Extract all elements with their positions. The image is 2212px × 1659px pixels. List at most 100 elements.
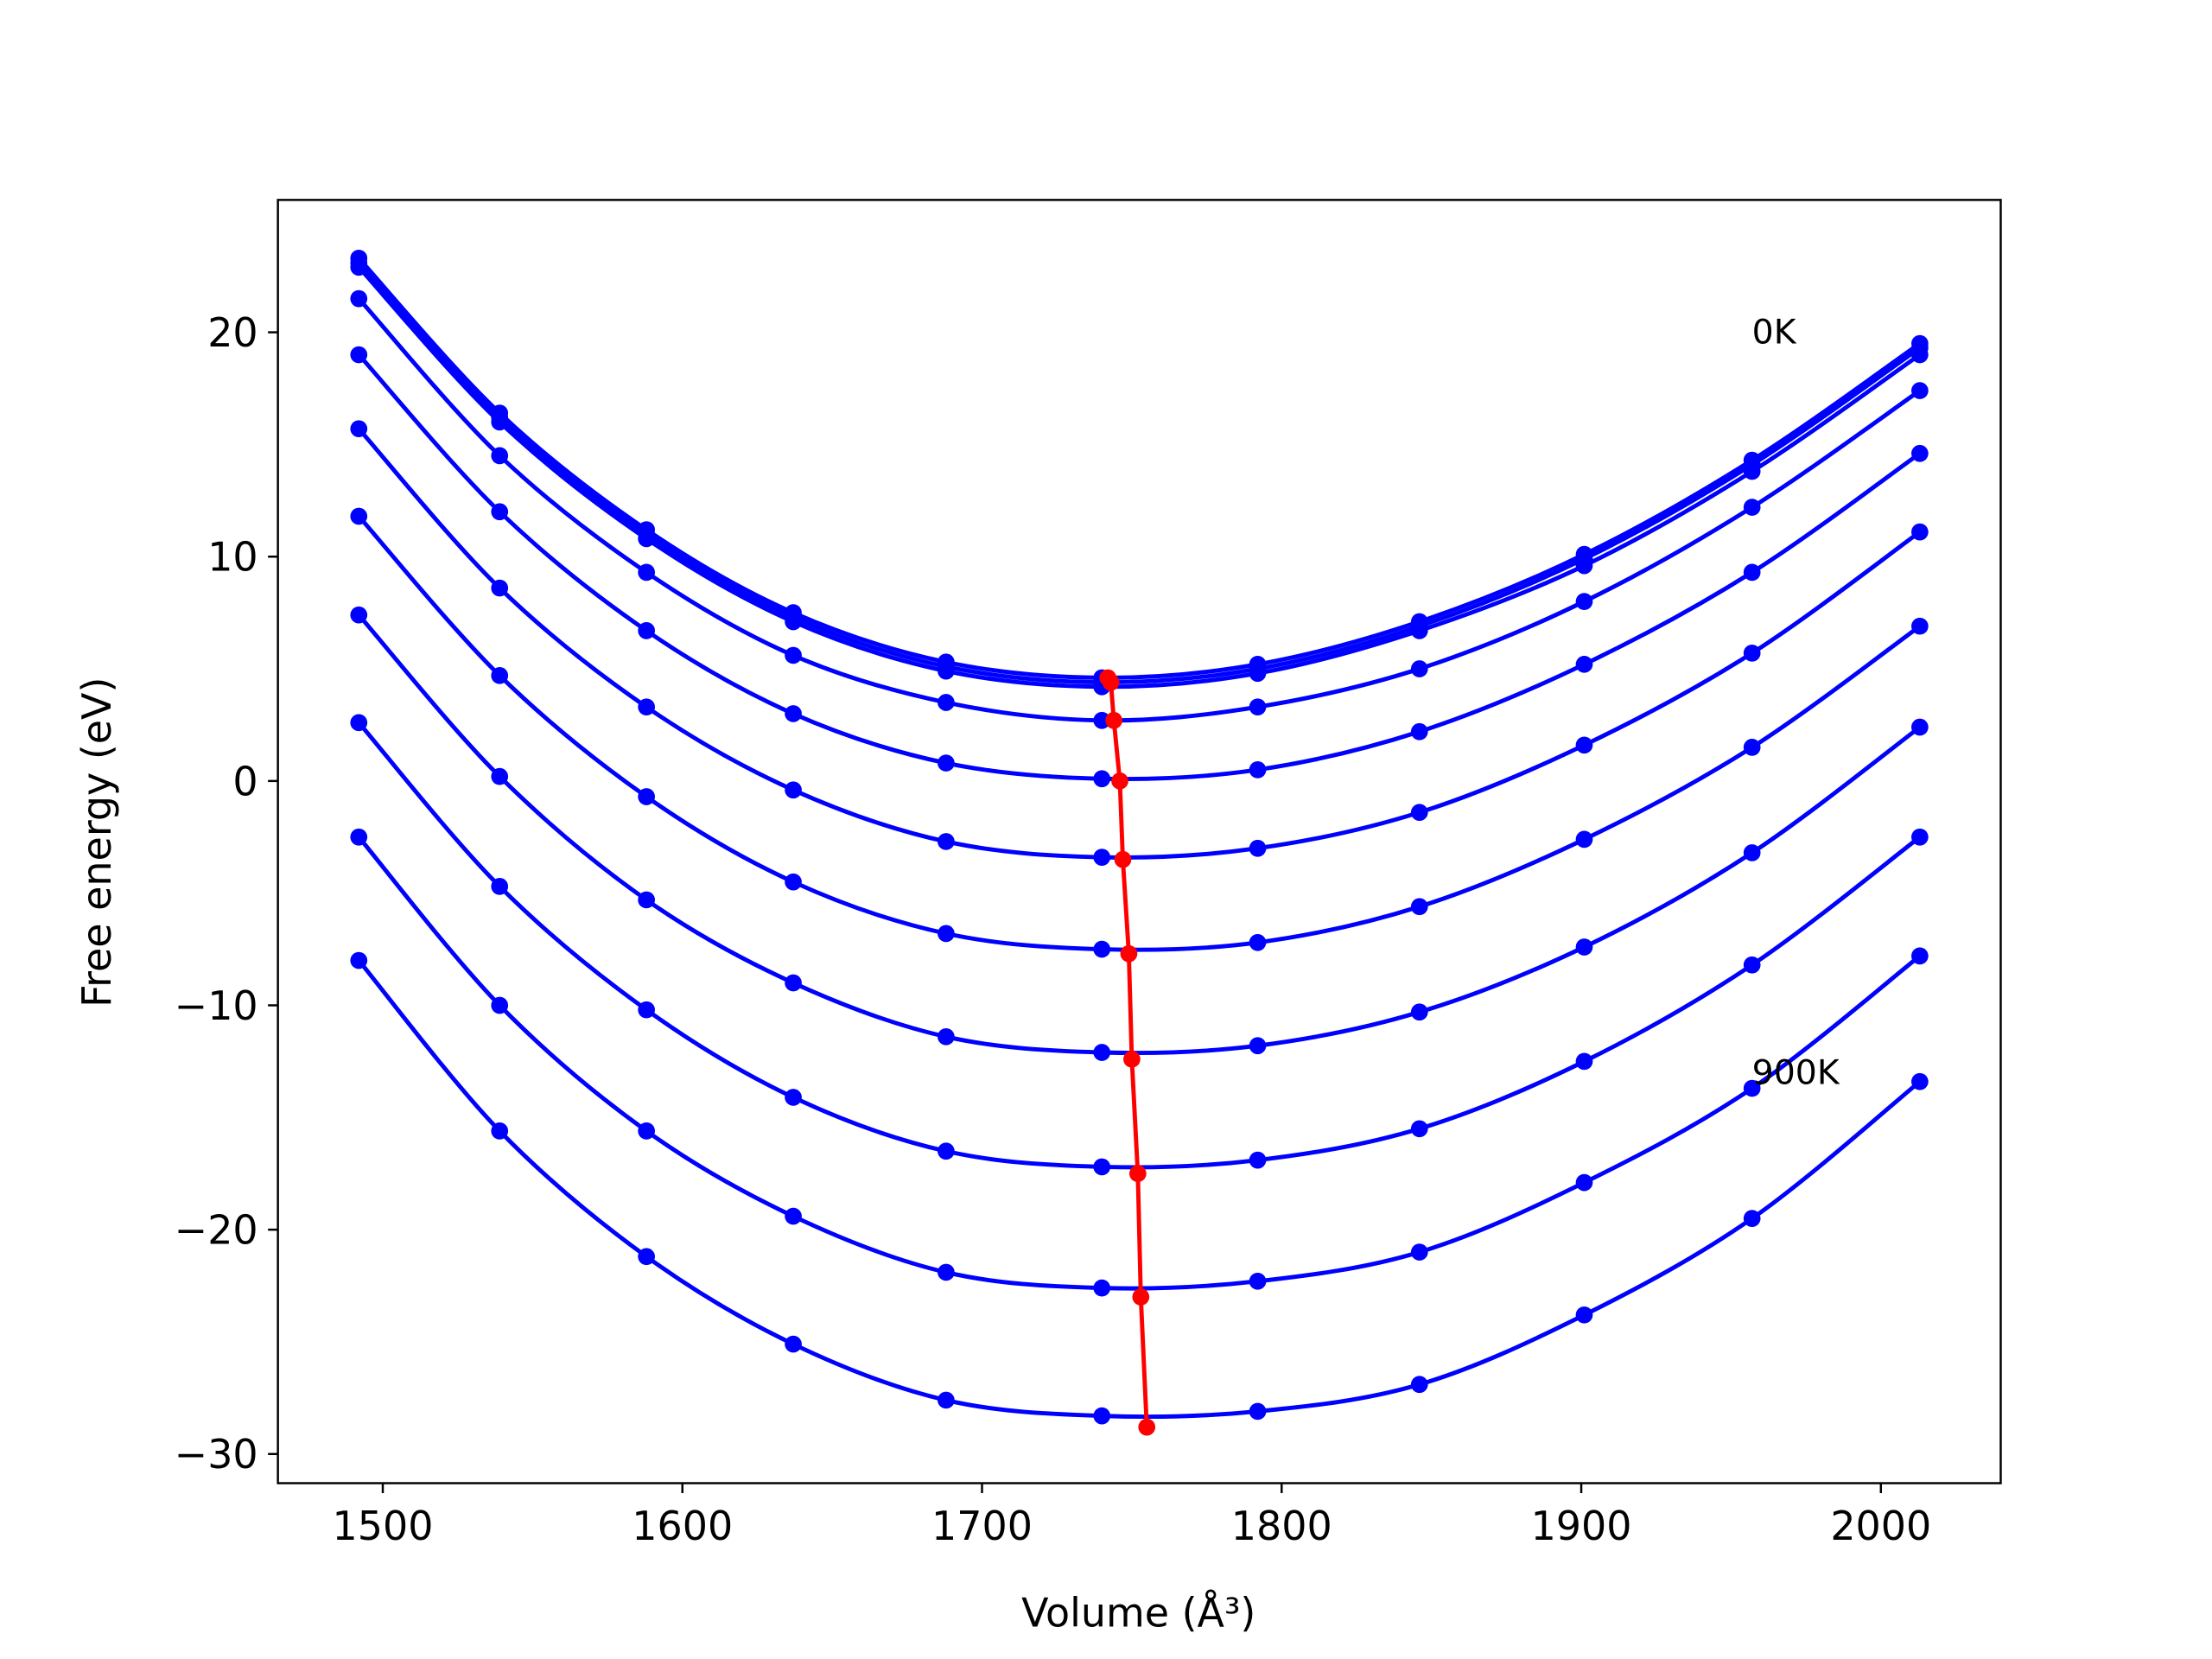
data-point (1743, 844, 1761, 861)
data-point (1743, 956, 1761, 974)
data-point (785, 873, 802, 891)
data-point (785, 646, 802, 664)
annotation: 0K (1752, 313, 1797, 353)
data-point (1093, 1407, 1111, 1425)
data-point (1410, 660, 1428, 677)
data-point (1114, 850, 1132, 868)
data-point (1123, 1050, 1141, 1068)
data-point (638, 698, 655, 716)
data-point (1410, 622, 1428, 639)
data-point (1743, 462, 1761, 480)
y-tick-label: −30 (175, 1431, 258, 1478)
data-point (785, 1207, 802, 1225)
data-point (1410, 1003, 1428, 1021)
data-point (785, 705, 802, 722)
data-point (1743, 563, 1761, 582)
data-point (1410, 804, 1428, 822)
data-point (350, 951, 368, 969)
x-tick-label: 1600 (632, 1503, 733, 1549)
data-point (938, 662, 955, 680)
data-point (1911, 382, 1929, 399)
data-point (938, 1391, 955, 1409)
data-point (638, 563, 655, 582)
data-point (1575, 593, 1593, 610)
annotation: 900K (1752, 1053, 1840, 1093)
data-point (1743, 499, 1761, 516)
data-point (1093, 1158, 1111, 1176)
plot-frame (276, 199, 2002, 1484)
data-point (1105, 711, 1122, 729)
data-point (938, 1263, 955, 1281)
x-tick-label: 1800 (1231, 1503, 1332, 1549)
data-point (1093, 711, 1111, 729)
series-line (1106, 677, 1149, 1427)
data-point (1249, 1037, 1267, 1055)
data-point (785, 1335, 802, 1353)
data-point (491, 579, 509, 597)
data-point (938, 925, 955, 943)
data-point (1410, 1120, 1428, 1138)
data-point (638, 622, 655, 639)
data-point (1132, 1288, 1150, 1306)
data-point (938, 833, 955, 850)
data-point (491, 413, 509, 431)
y-tick-label: 10 (207, 534, 257, 581)
data-point (491, 447, 509, 465)
data-point (1575, 556, 1593, 575)
data-point (491, 996, 509, 1014)
data-point (1911, 1072, 1929, 1090)
data-point (1575, 1173, 1593, 1192)
data-point (350, 289, 368, 308)
data-point (1249, 1151, 1267, 1169)
data-point (1911, 718, 1929, 736)
x-tick-label: 1700 (931, 1503, 1033, 1549)
data-point (638, 1248, 655, 1266)
data-point (938, 754, 955, 772)
data-point (491, 767, 509, 785)
data-point (638, 530, 655, 548)
data-point (1575, 1052, 1593, 1071)
data-point (785, 613, 802, 631)
y-tick-label: 0 (232, 758, 257, 804)
data-point (1743, 739, 1761, 756)
data-point (491, 503, 509, 521)
data-point (938, 1142, 955, 1160)
y-tick-label: 20 (207, 309, 257, 356)
data-point (1138, 1418, 1156, 1436)
data-point (1743, 1210, 1761, 1227)
data-point (1249, 1272, 1267, 1290)
y-tick-label: −20 (175, 1207, 258, 1254)
data-point (350, 606, 368, 624)
data-point (638, 788, 655, 805)
x-tick-label: 1500 (333, 1503, 434, 1549)
data-point (1410, 722, 1428, 741)
data-point (1911, 346, 1929, 364)
data-point (1575, 830, 1593, 849)
data-point (785, 1089, 802, 1106)
data-point (1249, 664, 1267, 683)
data-point (785, 974, 802, 992)
data-point (1093, 1044, 1111, 1061)
data-point (1911, 444, 1929, 462)
data-point (1249, 933, 1267, 951)
data-point (1093, 770, 1111, 788)
data-point (1093, 1279, 1111, 1297)
data-point (491, 666, 509, 684)
x-tick-label: 1900 (1531, 1503, 1632, 1549)
data-point (1410, 898, 1428, 916)
x-axis-label: Volume (Å³) (1021, 1589, 1255, 1636)
x-tick-label: 2000 (1830, 1503, 1931, 1549)
data-point (350, 258, 368, 276)
data-point (938, 1027, 955, 1046)
data-point (1111, 772, 1128, 790)
data-point (1575, 1306, 1593, 1324)
data-point (1575, 938, 1593, 956)
data-point (1102, 673, 1120, 691)
data-point (350, 714, 368, 732)
data-point (1911, 947, 1929, 965)
data-point (1093, 940, 1111, 958)
data-point (638, 1122, 655, 1140)
data-point (491, 1122, 509, 1140)
data-point (350, 507, 368, 525)
